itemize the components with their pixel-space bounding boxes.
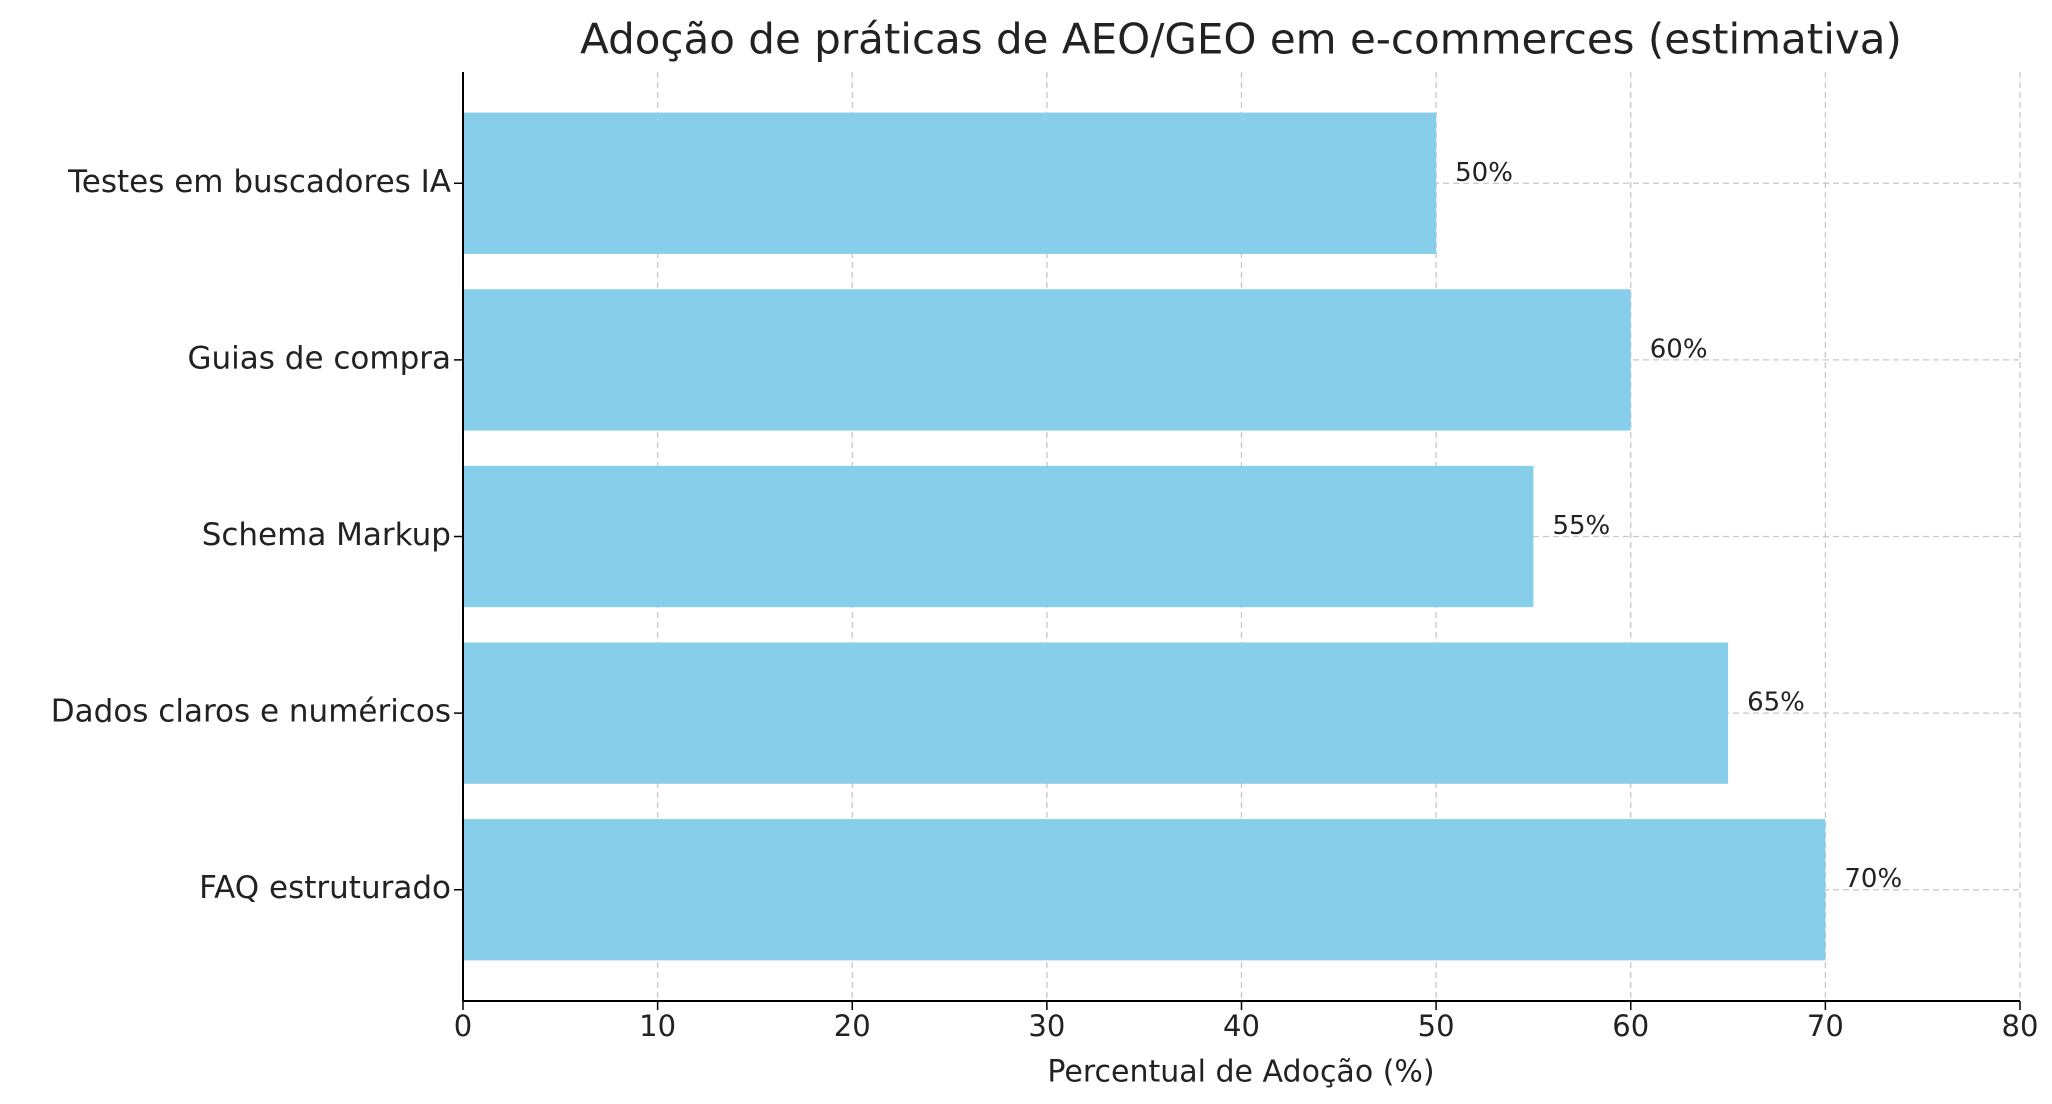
y-tick-label: Dados claros e numéricos [51,694,451,730]
x-axis-label: Percentual de Adoção (%) [1047,1055,1434,1090]
y-tick-label: FAQ estruturado [199,870,451,906]
bar [463,289,1631,431]
value-label: 65% [1747,688,1805,718]
x-tick-label: 80 [2002,1009,2039,1043]
y-tick-label: Guias de compra [187,340,451,376]
y-tick-label: Testes em buscadores IA [67,164,451,200]
x-tick-label: 50 [1418,1009,1455,1043]
x-tick-label: 40 [1223,1009,1260,1043]
y-tick-label: Schema Markup [202,517,451,553]
x-tick-label: 70 [1807,1009,1844,1043]
bar [463,465,1534,608]
chart-title: Adoção de práticas de AEO/GEO em e-comme… [580,15,1902,64]
bar [463,642,1729,784]
bar [463,819,1826,961]
value-label: 60% [1650,334,1708,364]
value-label: 70% [1844,864,1902,894]
x-tick-label: 10 [639,1009,676,1043]
value-label: 55% [1552,511,1610,541]
x-tick-label: 60 [1612,1009,1649,1043]
x-tick-label: 0 [454,1009,472,1043]
x-tick-label: 20 [834,1009,871,1043]
bar [463,112,1437,254]
value-label: 50% [1455,158,1513,188]
x-tick-label: 30 [1028,1009,1065,1043]
